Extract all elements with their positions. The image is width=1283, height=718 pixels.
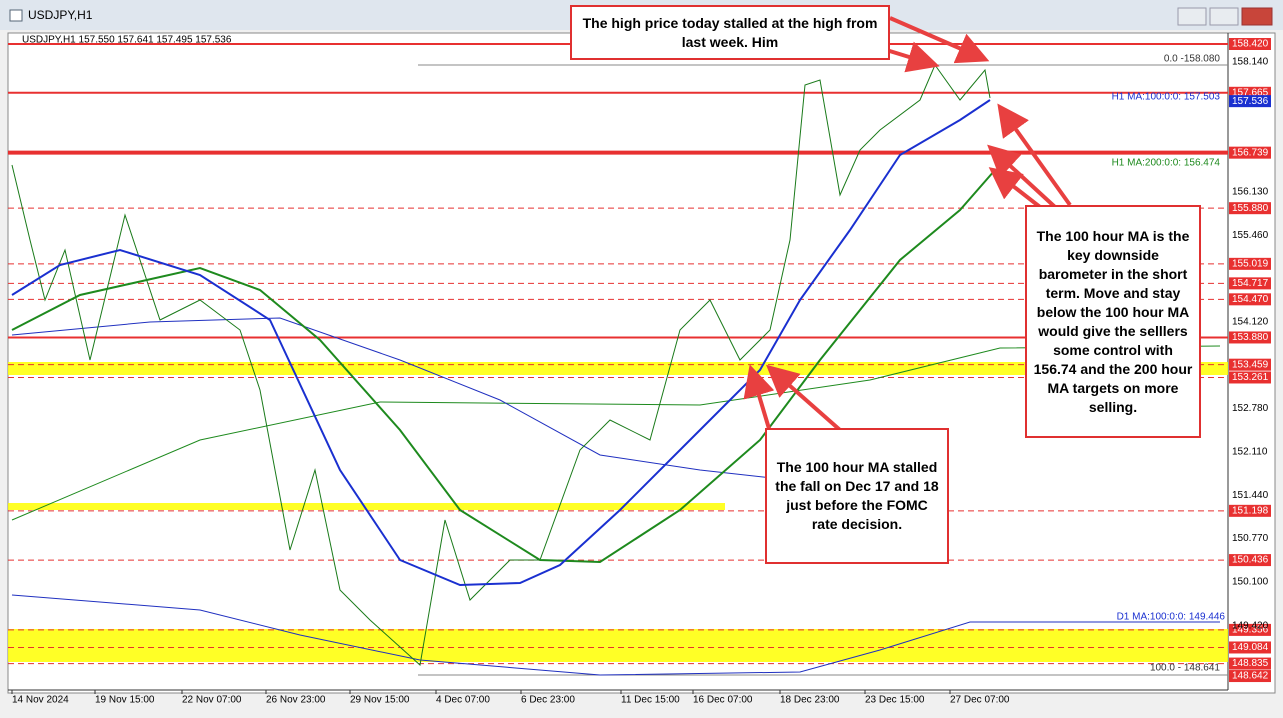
time-label: 18 Dec 23:00 xyxy=(780,695,840,706)
window-icon xyxy=(9,9,23,22)
level-label: 155.880 xyxy=(1232,203,1269,214)
highlight-band xyxy=(8,503,725,510)
highlight-band xyxy=(8,629,1228,662)
price-label: 151.440 xyxy=(1232,490,1269,501)
level-label: 154.717 xyxy=(1232,278,1269,289)
level-label: 151.198 xyxy=(1232,505,1269,516)
price-label: 150.770 xyxy=(1232,533,1269,544)
line-label: 0.0 -158.080 xyxy=(1164,54,1221,65)
level-label: 156.739 xyxy=(1232,147,1269,158)
time-label: 19 Nov 15:00 xyxy=(95,695,155,706)
price-label: 150.100 xyxy=(1232,576,1269,587)
level-label: 150.436 xyxy=(1232,555,1269,566)
time-label: 4 Dec 07:00 xyxy=(436,695,490,706)
window-title: USDJPY,H1 xyxy=(28,8,93,22)
level-label-bg xyxy=(1229,257,1271,270)
level-label: 149.084 xyxy=(1232,642,1269,653)
chart-info: USDJPY,H1 157.550 157.641 157.495 157.53… xyxy=(22,35,232,46)
time-label: 14 Nov 2024 xyxy=(12,695,69,706)
time-label: 6 Dec 23:00 xyxy=(521,695,575,706)
price-label: 152.780 xyxy=(1232,403,1269,414)
time-label: 22 Nov 07:00 xyxy=(182,695,242,706)
level-label-bg xyxy=(1229,277,1271,290)
level-label-bg xyxy=(1229,331,1271,344)
annotation-box: The 100 hour MA is the key downside baro… xyxy=(1025,205,1201,438)
line-label: H1 MA:200:0:0: 156.474 xyxy=(1112,158,1221,169)
level-label: 157.665 xyxy=(1232,87,1269,98)
time-label: 26 Nov 23:00 xyxy=(266,695,326,706)
level-label-bg xyxy=(1229,371,1271,384)
level-label: 153.261 xyxy=(1232,372,1269,383)
level-label-bg xyxy=(1229,358,1271,371)
level-label: 148.835 xyxy=(1232,658,1269,669)
line-label: H1 MA:100:0:0: 157.503 xyxy=(1112,92,1221,103)
level-label: 148.642 xyxy=(1232,671,1269,682)
time-label: 11 Dec 15:00 xyxy=(621,695,680,706)
time-label: 27 Dec 07:00 xyxy=(950,695,1010,706)
level-label-bg xyxy=(1229,641,1271,654)
level-label: 149.356 xyxy=(1232,625,1269,636)
time-label: 16 Dec 07:00 xyxy=(693,695,753,706)
maximize-button[interactable] xyxy=(1209,7,1239,26)
ma200-line xyxy=(11,169,996,564)
level-label: 157.536 xyxy=(1232,96,1269,107)
level-label: 158.420 xyxy=(1232,39,1269,50)
level-label-bg xyxy=(1229,657,1271,670)
price-label: 156.130 xyxy=(1232,187,1269,198)
level-label-bg xyxy=(1229,95,1271,108)
price-label: 152.110 xyxy=(1232,447,1268,458)
level-label-bg xyxy=(1229,202,1271,215)
level-label-bg xyxy=(1229,38,1271,50)
level-label-bg xyxy=(1229,670,1271,683)
price-label: 158.140 xyxy=(1232,57,1269,68)
price-label: 149.420 xyxy=(1232,620,1269,631)
level-label-bg xyxy=(1229,554,1271,567)
line-label: D1 MA:100:0:0: 149.446 xyxy=(1117,612,1226,623)
level-label-bg xyxy=(1229,146,1271,159)
price-label: 154.120 xyxy=(1232,317,1269,328)
minimize-button[interactable] xyxy=(1177,7,1207,26)
level-label: 153.459 xyxy=(1232,359,1269,370)
level-label-bg xyxy=(1229,504,1271,517)
level-label: 154.470 xyxy=(1232,294,1269,305)
highlight-band xyxy=(8,362,1228,375)
time-labels: 14 Nov 2024 19 Nov 15:00 22 Nov 07:00 26 No… xyxy=(11,690,1010,706)
level-label: 153.880 xyxy=(1232,332,1269,343)
line-label: 100.0 - 148.641 xyxy=(1150,663,1220,674)
ma100-line xyxy=(11,99,991,587)
slow-ma-line xyxy=(11,317,791,481)
indicator-lines xyxy=(11,63,1221,676)
time-label: 23 Dec 15:00 xyxy=(865,695,925,706)
time-label: 29 Nov 15:00 xyxy=(350,695,410,706)
daily-ma-line xyxy=(11,594,1220,676)
level-label-bg xyxy=(1229,293,1271,306)
long-ma-line xyxy=(11,345,1221,521)
level-label: 155.019 xyxy=(1232,258,1269,269)
close-button[interactable] xyxy=(1241,7,1273,26)
annotation-box: The high price today stalled at the high… xyxy=(570,5,890,60)
annotation-box: The 100 hour MA stalled the fall on Dec … xyxy=(765,428,949,564)
arrows xyxy=(743,16,1072,433)
level-label-bg xyxy=(1229,623,1271,636)
price-label: 155.460 xyxy=(1232,230,1269,241)
